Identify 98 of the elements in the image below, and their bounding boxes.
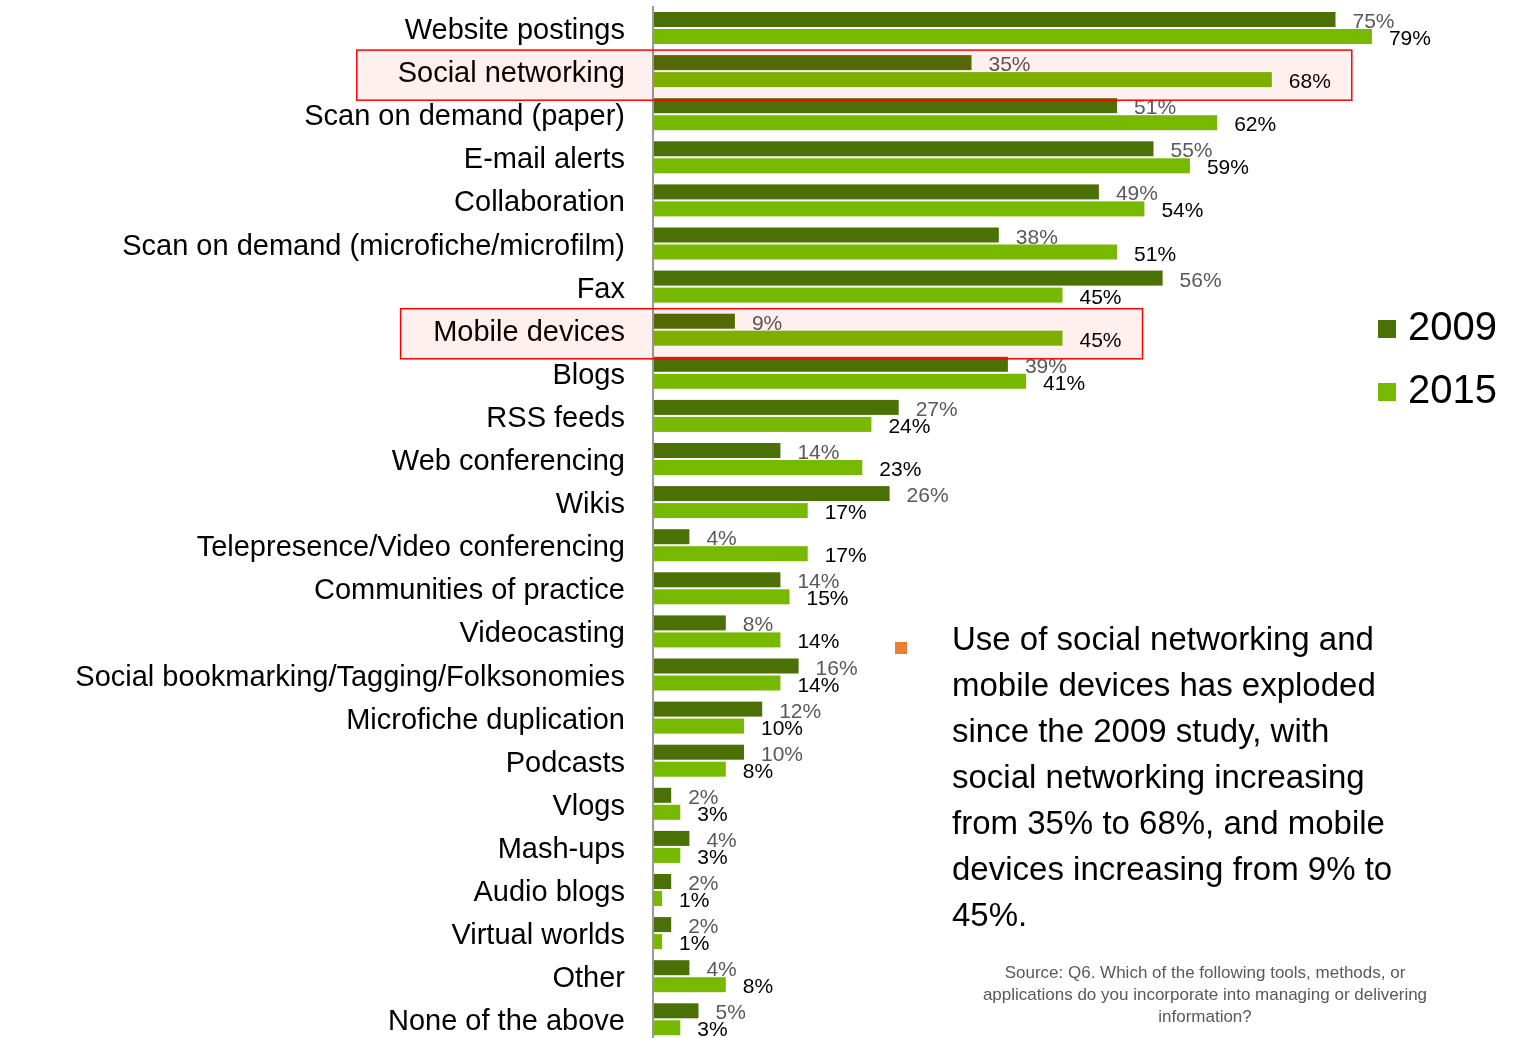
annotation: Use of social networking and mobile devices has exploded since the 2009 study, with social networking increasing from 35% to 68%, and mobile devices increasing from 9% to 45%. (952, 620, 1393, 933)
y-tick-label: Website postings (404, 13, 625, 45)
bar (653, 847, 681, 863)
y-tick-label: Scan on demand (microfiche/microfilm) (122, 228, 625, 261)
bar (653, 529, 690, 545)
y-tick-label: Other (552, 961, 626, 994)
y-tick-label: None of the above (387, 1004, 625, 1037)
y-tick-label: RSS feeds (486, 400, 625, 433)
bar (653, 917, 672, 933)
data-label: 68% (1288, 69, 1331, 93)
y-tick-label: Web conferencing (391, 444, 625, 476)
data-label: 17% (824, 500, 867, 524)
y-tick-label: Social bookmarking/Tagging/Folksonomies (75, 659, 625, 692)
bar (653, 744, 744, 760)
bar (653, 12, 1336, 27)
legend-label: 2009 (1408, 304, 1497, 348)
data-label: 38% (1015, 224, 1058, 248)
y-tick-label: Collaboration (454, 185, 625, 218)
y-tick-label: Mash-ups (497, 831, 625, 864)
y-tick-label: Blogs (552, 357, 625, 390)
bar (653, 356, 1008, 372)
bar (653, 787, 672, 803)
data-label: 17% (824, 543, 867, 567)
bar (653, 399, 899, 415)
data-label: 49% (1115, 181, 1158, 205)
bar (653, 977, 726, 993)
data-label: 2% (688, 871, 719, 894)
data-label: 23% (879, 457, 922, 480)
bar (653, 761, 726, 777)
bar (653, 572, 781, 588)
bar (653, 443, 781, 458)
y-tick-label: Audio blogs (473, 875, 625, 907)
bar (653, 72, 1272, 88)
bar (653, 830, 690, 846)
bar (653, 158, 1190, 174)
bar (653, 373, 1027, 389)
bar (653, 804, 681, 820)
bar (653, 632, 781, 648)
y-tick-label: Podcasts (505, 745, 625, 778)
bar (653, 486, 890, 502)
data-label: 62% (1234, 112, 1277, 136)
bar (653, 675, 781, 691)
data-label: 75% (1352, 9, 1395, 32)
data-label: 9% (751, 310, 783, 334)
bar (653, 416, 872, 432)
y-tick-label: Telepresence/Video conferencing (196, 530, 625, 563)
bar (653, 270, 1163, 286)
bar (653, 1003, 699, 1019)
data-label: 54% (1161, 198, 1204, 222)
bar (653, 615, 726, 631)
data-label: 14% (797, 440, 840, 463)
bar (653, 227, 999, 243)
y-tick-label: Microfiche duplication (346, 702, 625, 735)
data-label: 45% (1079, 284, 1122, 308)
data-label: 14% (797, 629, 840, 653)
y-tick-label: Communities of practice (313, 573, 625, 606)
legend-label: 2015 (1408, 367, 1497, 411)
bar (653, 546, 808, 562)
data-label: 51% (1134, 95, 1177, 119)
bar (653, 201, 1145, 217)
bar (653, 98, 1118, 114)
annotation: Source: Q6. Which of the following tools, methods, or applications do you incorporate into managing or delivering information? (982, 963, 1428, 1026)
bar (653, 184, 1099, 200)
data-label: 26% (906, 483, 949, 507)
y-tick-label: Vlogs (552, 788, 625, 821)
y-tick-label: Fax (576, 271, 626, 304)
y-tick-label: Mobile devices (433, 314, 625, 347)
data-label: 45% (1079, 327, 1122, 351)
bar (653, 658, 799, 674)
bar (653, 244, 1118, 260)
y-tick-label: Virtual worlds (451, 918, 625, 951)
data-label: 4% (706, 957, 737, 981)
data-label: 56% (1179, 267, 1222, 291)
bar (653, 313, 735, 329)
data-label: 51% (1134, 241, 1177, 265)
data-label: 8% (742, 612, 774, 636)
bar (653, 701, 763, 717)
bar (653, 874, 672, 889)
bar (653, 718, 744, 734)
y-tick-label: Scan on demand (paper) (304, 99, 625, 132)
bar (653, 115, 1218, 131)
bar (653, 1020, 681, 1036)
bar (653, 460, 863, 475)
bar (653, 287, 1063, 303)
bar (653, 960, 690, 976)
bar (653, 141, 1154, 157)
bar (653, 503, 808, 519)
y-tick-label: Videocasting (459, 616, 625, 649)
y-tick-label: Wikis (555, 487, 625, 520)
y-tick-label: E-mail alerts (463, 142, 625, 175)
y-tick-label: Social networking (397, 56, 625, 89)
bar (653, 55, 972, 71)
bar (653, 589, 790, 605)
data-label: 35% (988, 52, 1031, 76)
data-label: 8% (742, 974, 774, 998)
bar (653, 330, 1063, 346)
data-label: 4% (706, 526, 737, 550)
bar (653, 29, 1372, 44)
